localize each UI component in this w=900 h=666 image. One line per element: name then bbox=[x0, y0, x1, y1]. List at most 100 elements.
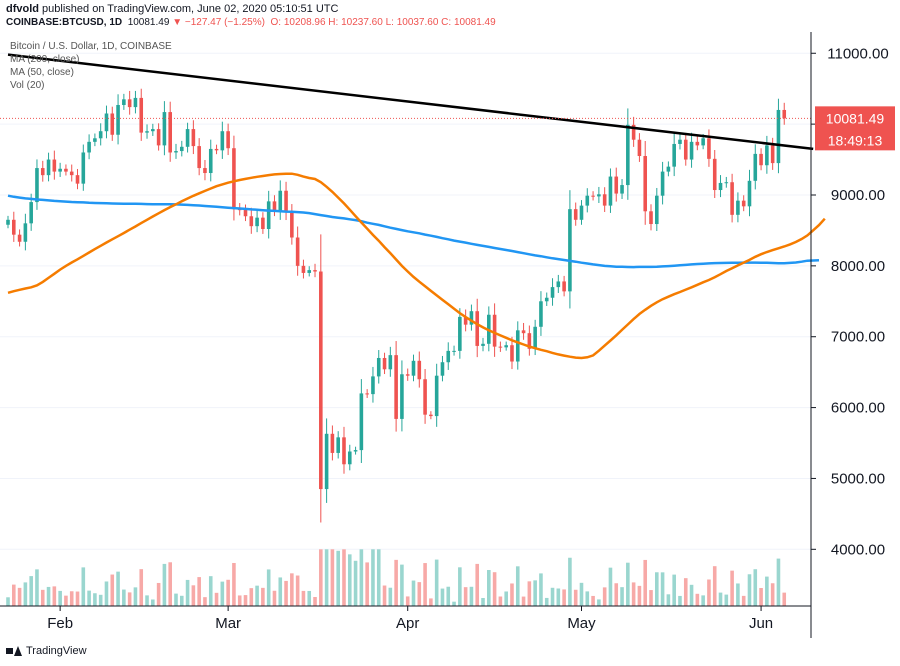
volume-bar bbox=[342, 549, 346, 606]
volume-bar bbox=[469, 586, 474, 606]
candle-body bbox=[11, 219, 16, 235]
y-tick-label: 8000.00 bbox=[831, 258, 885, 275]
volume-bar bbox=[782, 592, 787, 606]
legend-item-ma50[interactable]: MA (50, close) bbox=[10, 67, 74, 78]
volume-bar bbox=[394, 559, 398, 606]
candle-body bbox=[249, 216, 254, 227]
candle-body bbox=[301, 265, 306, 273]
candle-body bbox=[226, 131, 230, 149]
volume-bar bbox=[707, 579, 711, 606]
volume-bar bbox=[515, 566, 520, 606]
trendline[interactable] bbox=[7, 53, 814, 151]
volume-bar bbox=[69, 591, 74, 606]
volume-bar bbox=[376, 549, 381, 606]
candle-body bbox=[770, 145, 775, 164]
volume-bar bbox=[400, 564, 404, 606]
volume-bar bbox=[203, 597, 207, 606]
candle-body bbox=[35, 168, 39, 203]
candle-body bbox=[498, 346, 503, 348]
published-text: published on TradingView.com, June 02, 2… bbox=[39, 3, 339, 15]
time-axis[interactable]: Feb Mar Apr May Jun bbox=[47, 606, 773, 632]
x-tick-label: May bbox=[567, 615, 596, 632]
volume-bar bbox=[93, 593, 97, 606]
candle-body bbox=[139, 97, 144, 133]
candle-body bbox=[197, 146, 201, 169]
volume-bar bbox=[620, 587, 624, 606]
candle-body bbox=[463, 316, 468, 325]
legend-item-volume[interactable]: Vol (20) bbox=[10, 80, 45, 91]
candle-body bbox=[759, 153, 763, 166]
candle-body bbox=[562, 281, 566, 292]
candle-body bbox=[707, 138, 711, 159]
volume-bar bbox=[736, 583, 740, 606]
candle-body bbox=[492, 314, 497, 347]
volume-bar bbox=[602, 587, 607, 606]
candle-body bbox=[701, 138, 705, 146]
author-name[interactable]: dfvold bbox=[6, 3, 39, 15]
candle-body bbox=[776, 109, 781, 164]
volume-bar bbox=[127, 592, 132, 606]
candle-body bbox=[295, 237, 300, 266]
volume-bar bbox=[475, 563, 480, 606]
candle-body bbox=[382, 357, 387, 370]
candle-body bbox=[741, 200, 746, 207]
price-chart[interactable]: 4000.00 5000.00 6000.00 7000.00 8000.00 9000.… bbox=[0, 32, 900, 646]
candle-body bbox=[544, 297, 549, 302]
volume-bar bbox=[290, 573, 294, 606]
volume-bar bbox=[35, 569, 39, 606]
volume-bar bbox=[122, 589, 126, 606]
candle-body bbox=[133, 97, 138, 108]
footer: TradingView bbox=[6, 645, 87, 657]
candle-body bbox=[620, 185, 624, 194]
candle-body bbox=[29, 202, 33, 224]
volume-bar bbox=[724, 594, 729, 606]
candle-body bbox=[521, 330, 526, 334]
volume-bar bbox=[208, 576, 213, 606]
tradingview-logo-icon bbox=[6, 646, 22, 656]
candle-body bbox=[782, 109, 787, 119]
volume-bar bbox=[434, 559, 439, 606]
candle-body bbox=[359, 393, 364, 451]
candle-body bbox=[689, 141, 694, 160]
candle-body bbox=[429, 414, 433, 417]
volume-bar bbox=[232, 562, 236, 606]
volume-bar bbox=[388, 587, 393, 606]
volume-bar bbox=[6, 597, 10, 606]
volume-bar bbox=[741, 595, 746, 606]
volume-bar bbox=[197, 577, 201, 606]
volume-bar bbox=[156, 582, 161, 606]
candle-body bbox=[127, 99, 132, 108]
candle-body bbox=[203, 168, 207, 174]
volume-bar bbox=[319, 549, 323, 606]
candle-body bbox=[712, 158, 717, 191]
candle-body bbox=[58, 168, 62, 172]
volume-bar bbox=[162, 563, 167, 606]
legend-title: Bitcoin / U.S. Dollar, 1D, COINBASE bbox=[10, 41, 172, 52]
candle-body bbox=[87, 141, 91, 153]
ma50-line bbox=[7, 172, 826, 360]
volume-bar bbox=[614, 583, 619, 606]
candle-body bbox=[585, 195, 590, 206]
brand-name[interactable]: TradingView bbox=[26, 645, 87, 657]
candle-body bbox=[52, 159, 57, 172]
candle-body bbox=[666, 166, 671, 172]
volume-bar bbox=[747, 574, 752, 606]
ohlc-values: O: 10208.96 H: 10237.60 L: 10037.60 C: 1… bbox=[270, 17, 496, 28]
candle-body bbox=[417, 360, 422, 380]
grid bbox=[0, 52, 811, 550]
price-label-box: 10081.49 18:49:13 bbox=[815, 106, 895, 151]
candle-body bbox=[290, 211, 294, 238]
candle-body bbox=[75, 175, 80, 184]
candle-body bbox=[695, 141, 700, 146]
candle-body bbox=[556, 281, 561, 288]
candle-body bbox=[655, 195, 659, 225]
volume-bar bbox=[417, 582, 422, 606]
candle-body bbox=[475, 311, 480, 346]
candle-body bbox=[736, 200, 740, 215]
volume-bar bbox=[255, 585, 259, 606]
volume-bar bbox=[556, 588, 561, 606]
candle-body bbox=[365, 393, 369, 395]
volume-bar bbox=[591, 595, 595, 606]
legend-item-ma200[interactable]: MA (200, close) bbox=[10, 54, 80, 65]
volume-bar bbox=[249, 588, 254, 606]
